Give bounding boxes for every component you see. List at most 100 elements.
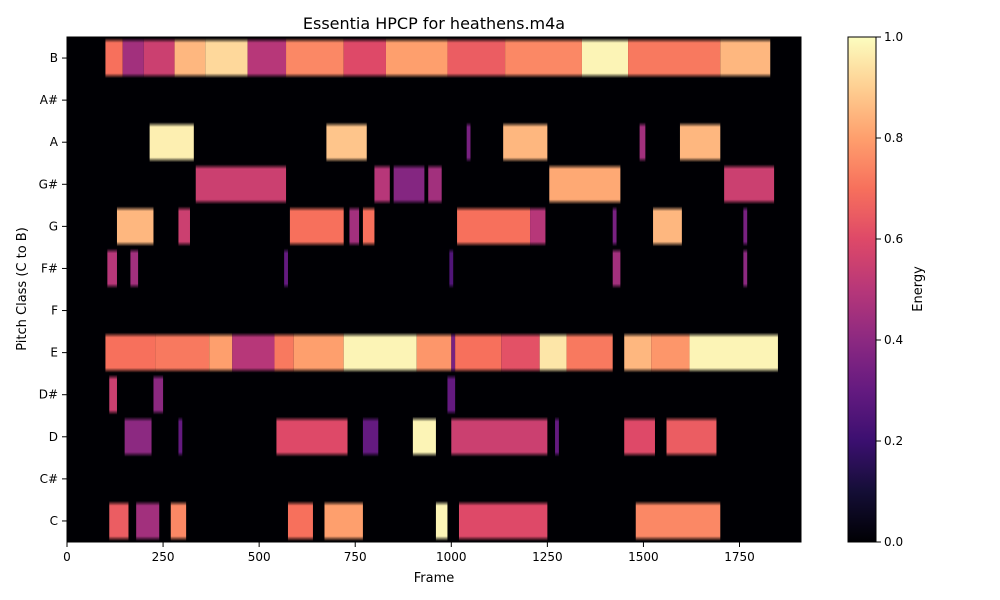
heatmap-cell-b [582, 38, 628, 78]
heatmap-cell-d [624, 417, 655, 457]
x-tick-label: 1250 [532, 550, 563, 564]
heatmap-cell-d [178, 417, 182, 457]
y-axis: CC#DD#EFF#GG#AA#B [39, 51, 67, 528]
colorbar-gradient [848, 37, 876, 542]
heatmap-cell-dsharp [447, 375, 455, 415]
heatmap-cell-e [567, 333, 613, 373]
heatmap-cell-gsharp [394, 164, 425, 204]
heatmap-cell-dsharp [109, 375, 117, 415]
heatmap-cell-a [503, 122, 547, 162]
heatmap-cell-e [540, 333, 567, 373]
heatmap-cell-c [324, 501, 362, 541]
heatmap-cell-b [386, 38, 447, 78]
heatmap-cell-d [276, 417, 347, 457]
heatmap-cell-b [144, 38, 175, 78]
x-tick-label: 1500 [628, 550, 659, 564]
heatmap-cell-fsharp [284, 248, 288, 288]
heatmap-cell-e [344, 333, 417, 373]
heatmap-cell-d [413, 417, 436, 457]
heatmap-cell-d [667, 417, 717, 457]
heatmap-cell-fsharp [130, 248, 138, 288]
heatmap-cell-dsharp [153, 375, 163, 415]
y-tick-label: B [50, 51, 58, 65]
y-tick-label: G# [39, 177, 58, 191]
colorbar: 0.0 0.2 0.4 0.6 0.8 1.0 Energy [848, 30, 926, 549]
heatmap-cell-e [105, 333, 155, 373]
heatmap-cell-fsharp [613, 248, 621, 288]
colorbar-tick-label: 0.4 [884, 333, 903, 347]
heatmap-cell-b [505, 38, 582, 78]
x-tick-label: 750 [344, 550, 367, 564]
heatmap-cell-e [155, 333, 209, 373]
y-tick-label: D# [39, 388, 58, 402]
heatmap-cell-c [109, 501, 128, 541]
y-tick-label: A# [40, 93, 58, 107]
colorbar-label: Energy [911, 266, 926, 312]
heatmap-cell-e [209, 333, 232, 373]
heatmap-cell-b [105, 38, 122, 78]
heatmap-cell-fsharp [743, 248, 747, 288]
y-tick-label: F# [41, 261, 58, 275]
heatmap-cell-g [613, 206, 617, 246]
heatmap-cell-d [451, 417, 547, 457]
heatmap-cell-a [326, 122, 366, 162]
heatmap-cell-b [286, 38, 344, 78]
heatmap-cell-g [349, 206, 359, 246]
heatmap-cell-c [288, 501, 313, 541]
colorbar-tick-label: 0.8 [884, 131, 903, 145]
x-tick-label: 0 [63, 550, 71, 564]
heatmap-cell-b [175, 38, 206, 78]
x-axis-label: Frame [414, 571, 455, 586]
heatmap-cell-g [653, 206, 682, 246]
colorbar-tick-label: 0.2 [884, 434, 903, 448]
heatmap-cell-g [457, 206, 530, 246]
heatmap-cell-a [150, 122, 194, 162]
heatmap-cell-b [248, 38, 286, 78]
heatmap-cell-g [743, 206, 747, 246]
plot-area [67, 37, 801, 542]
heatmap-cell-gsharp [549, 164, 620, 204]
colorbar-tick-label: 0.0 [884, 535, 903, 549]
colorbar-tick-label: 0.6 [884, 232, 903, 246]
heatmap-cell-e [294, 333, 344, 373]
x-tick-label: 250 [152, 550, 175, 564]
y-tick-label: A [50, 135, 59, 149]
heatmap-cell-g [530, 206, 545, 246]
heatmap-cell-a [640, 122, 646, 162]
heatmap-cell-c [459, 501, 547, 541]
heatmap-cell-gsharp [724, 164, 774, 204]
x-tick-label: 1000 [436, 550, 467, 564]
heatmap-cell-b [123, 38, 144, 78]
heatmap-cell-fsharp [449, 248, 453, 288]
heatmap-cell-d [363, 417, 378, 457]
heatmap-cell-b [720, 38, 770, 78]
y-tick-label: E [50, 346, 58, 360]
heatmap-cell-e [651, 333, 689, 373]
heatmap-cell-c [436, 501, 448, 541]
heatmap-cell-e [455, 333, 501, 373]
y-tick-label: D [49, 430, 58, 444]
heatmap-cell-g [290, 206, 344, 246]
heatmap-cell-c [171, 501, 186, 541]
heatmap-cell-d [555, 417, 559, 457]
heatmap-cell-e [451, 333, 455, 373]
heatmap-cell-gsharp [374, 164, 389, 204]
heatmap-cell-g [363, 206, 375, 246]
y-tick-label: F [51, 304, 58, 318]
heatmap-cell-fsharp [107, 248, 117, 288]
colorbar-tick-label: 1.0 [884, 30, 903, 44]
x-tick-label: 1750 [724, 550, 755, 564]
x-axis: 0 250 500 750 1000 1250 1500 1750 [63, 542, 755, 564]
heatmap-cell-b [447, 38, 505, 78]
y-tick-label: C [50, 514, 58, 528]
heatmap-cell-g [117, 206, 154, 246]
heatmap-cell-a [467, 122, 471, 162]
heatmap-cell-gsharp [196, 164, 286, 204]
heatmap-cell-e [417, 333, 452, 373]
heatmap-cell-b [628, 38, 720, 78]
heatmap-cell-e [624, 333, 651, 373]
y-tick-label: G [49, 219, 58, 233]
x-tick-label: 500 [248, 550, 271, 564]
chart-title: Essentia HPCP for heathens.m4a [303, 14, 565, 33]
